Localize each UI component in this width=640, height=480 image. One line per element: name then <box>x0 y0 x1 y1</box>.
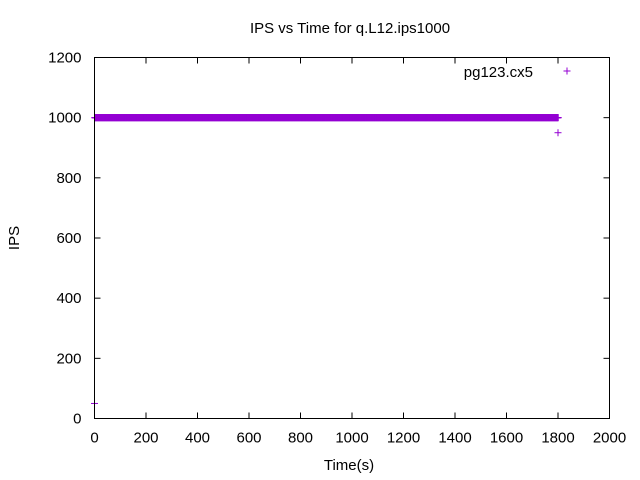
x-tick-label: 800 <box>288 430 313 447</box>
y-tick-label: 400 <box>56 290 81 307</box>
x-tick-label: 1600 <box>490 430 523 447</box>
y-tick-label: 800 <box>56 170 81 187</box>
x-tick-label: 200 <box>133 430 158 447</box>
x-tick-label: 400 <box>185 430 210 447</box>
x-tick-label: 1000 <box>335 430 368 447</box>
x-tick-label: 1200 <box>387 430 420 447</box>
y-tick-label: 0 <box>73 411 81 428</box>
y-tick-label: 600 <box>56 230 81 247</box>
x-tick-label: 0 <box>90 430 98 447</box>
y-tick-label: 200 <box>56 350 81 367</box>
x-tick-label: 2000 <box>593 430 626 447</box>
chart-title: IPS vs Time for q.L12.ips1000 <box>250 20 450 37</box>
data-points <box>91 114 562 407</box>
x-tick-label: 1400 <box>438 430 471 447</box>
y-tick-label: 1000 <box>48 110 81 127</box>
y-tick-label: 1200 <box>48 50 81 67</box>
x-axis-ticks: 0 200 400 600 800 1000 1200 1400 1600 1800 2000 <box>90 57 626 447</box>
x-tick-label: 1800 <box>541 430 574 447</box>
y-axis-ticks: 0 200 400 600 800 1000 1200 <box>48 50 610 428</box>
x-tick-label: 600 <box>236 430 261 447</box>
